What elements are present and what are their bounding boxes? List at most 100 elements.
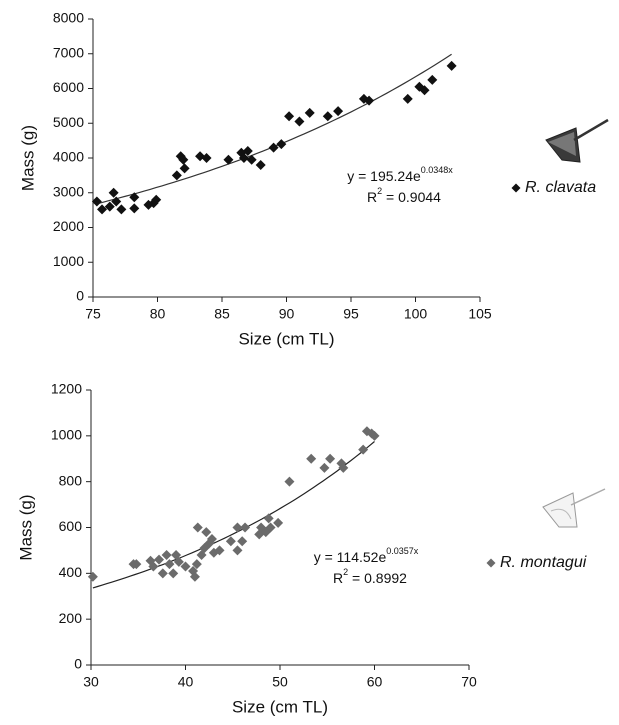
point [255,159,266,170]
x-tick-label: 90 [279,306,295,322]
y-tick-label: 600 [59,518,83,534]
y-tick-label: 4000 [53,149,84,165]
point [111,196,122,207]
point [214,545,225,556]
x-tick-label: 100 [404,306,428,322]
x-tick-label: 75 [85,306,101,322]
x-tick-label: 30 [83,674,99,690]
point [232,545,243,556]
r2-value: = 0.9044 [382,189,441,205]
y-tick-label: 3000 [53,183,84,199]
point [427,74,438,85]
point [364,95,375,106]
point [129,192,140,203]
r2-value: = 0.8992 [348,570,407,586]
point [180,561,191,572]
equation: y = 114.52e0.0357x [314,546,419,564]
point [294,116,305,127]
y-tick-label: 200 [59,610,83,626]
point [148,561,159,572]
point [189,571,200,582]
point [157,568,168,579]
point [304,107,315,118]
x-tick-label: 70 [461,674,477,690]
y-tick-label: 400 [59,564,83,580]
point [173,556,184,567]
point [240,522,251,533]
point [104,201,115,212]
y-tick-label: 1000 [51,427,82,443]
point [91,196,102,207]
point [238,153,249,163]
r-squared: R2 = 0.8992 [333,567,407,585]
point [223,154,234,165]
legend-label: R. clavata [525,179,596,196]
point [333,106,344,117]
y-tick-label: 5000 [53,114,84,130]
point [225,536,236,547]
x-tick-label: 95 [343,306,359,322]
point [419,85,430,96]
point [116,204,127,215]
point [402,93,413,104]
point [265,522,276,533]
x-tick-label: 40 [178,674,194,690]
y-tick-label: 2000 [53,218,84,234]
y-tick-label: 0 [76,288,84,304]
point [276,139,287,150]
x-axis-title: Size (cm TL) [238,329,334,348]
y-tick-label: 800 [59,472,83,488]
point [446,60,457,71]
equation-text: y = 114.52e [314,549,387,565]
point [273,517,284,528]
x-tick-label: 105 [468,306,492,322]
point [325,453,336,464]
equation-exponent: 0.0348x [421,165,454,175]
y-tick-label: 0 [74,656,82,672]
legend-marker [486,558,496,568]
r-squared: R2 = 0.9044 [367,186,441,204]
point [284,476,295,487]
point [246,154,257,165]
point [338,462,349,473]
point [179,163,190,174]
point [97,204,108,215]
point [154,554,165,565]
point [131,559,142,570]
point [171,170,182,181]
y-axis-title: Mass (g) [16,494,35,560]
y-tick-label: 6000 [53,79,84,95]
point [161,550,172,560]
point [268,142,279,153]
point [168,568,179,579]
point [242,146,253,157]
r2-exponent: 2 [377,186,382,196]
y-tick-label: 1000 [53,253,84,269]
point [108,187,119,198]
y-tick-label: 1200 [51,381,82,397]
equation-exponent: 0.0357x [386,546,419,556]
x-axis-title: Size (cm TL) [232,697,328,716]
x-tick-label: 80 [150,306,166,322]
point [192,522,203,533]
point [232,522,243,533]
point [322,111,333,122]
r2-label: R [333,570,343,586]
point [191,559,202,570]
point [201,153,212,163]
x-tick-label: 50 [272,674,288,690]
point [87,571,98,582]
y-tick-label: 8000 [53,10,84,26]
point [237,536,248,547]
point [151,194,162,205]
point [284,111,295,122]
ray-icon [542,488,606,528]
r2-exponent: 2 [343,567,348,577]
point [129,203,140,214]
point [306,453,317,464]
point [201,527,212,538]
point [263,513,274,524]
point [164,559,175,570]
x-tick-label: 60 [367,674,383,690]
